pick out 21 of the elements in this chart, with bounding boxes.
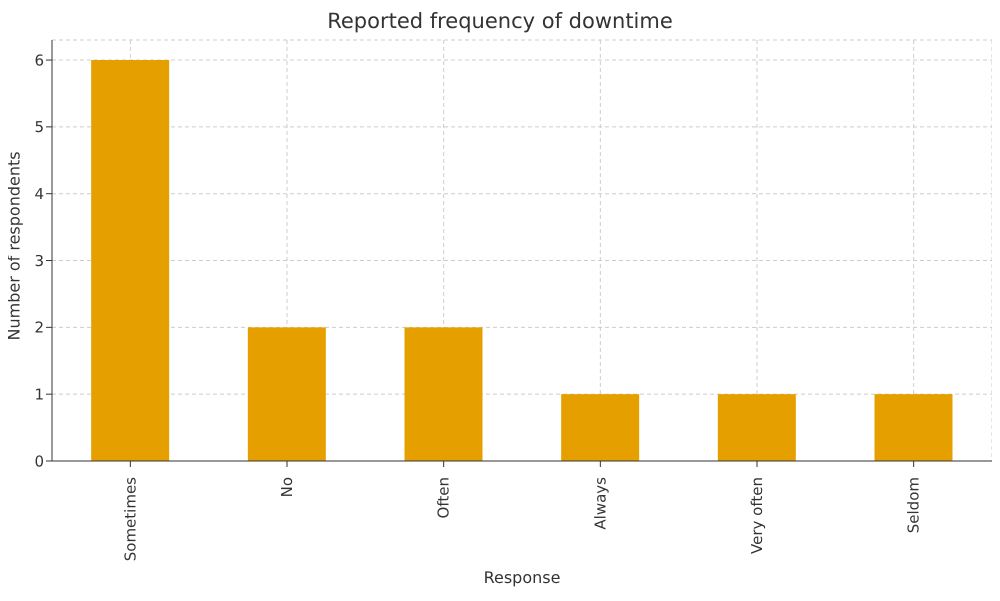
bar — [874, 394, 952, 461]
x-tick-label: Seldom — [904, 477, 923, 534]
chart-title: Reported frequency of downtime — [326, 8, 674, 35]
bar — [561, 394, 640, 461]
y-tick-label: 1 — [34, 386, 44, 404]
x-tick-label: Sometimes — [121, 476, 140, 562]
x-tick-label: Often — [434, 477, 453, 518]
y-tick-label: 5 — [34, 118, 44, 136]
y-tick-label: 2 — [34, 318, 44, 337]
y-tick-label: 6 — [34, 51, 44, 70]
bar — [718, 394, 796, 461]
x-tick-label: Very often — [748, 477, 766, 554]
bar — [404, 327, 482, 461]
y-tick-label: 3 — [34, 252, 44, 270]
x-tick-label: No — [278, 477, 296, 498]
x-tick-label: Always — [591, 476, 610, 530]
y-tick-label: 0 — [34, 452, 44, 470]
y-tick-label: 4 — [34, 185, 44, 204]
x-axis-title: Response — [484, 568, 560, 587]
bar — [248, 327, 326, 461]
bar — [91, 60, 170, 461]
